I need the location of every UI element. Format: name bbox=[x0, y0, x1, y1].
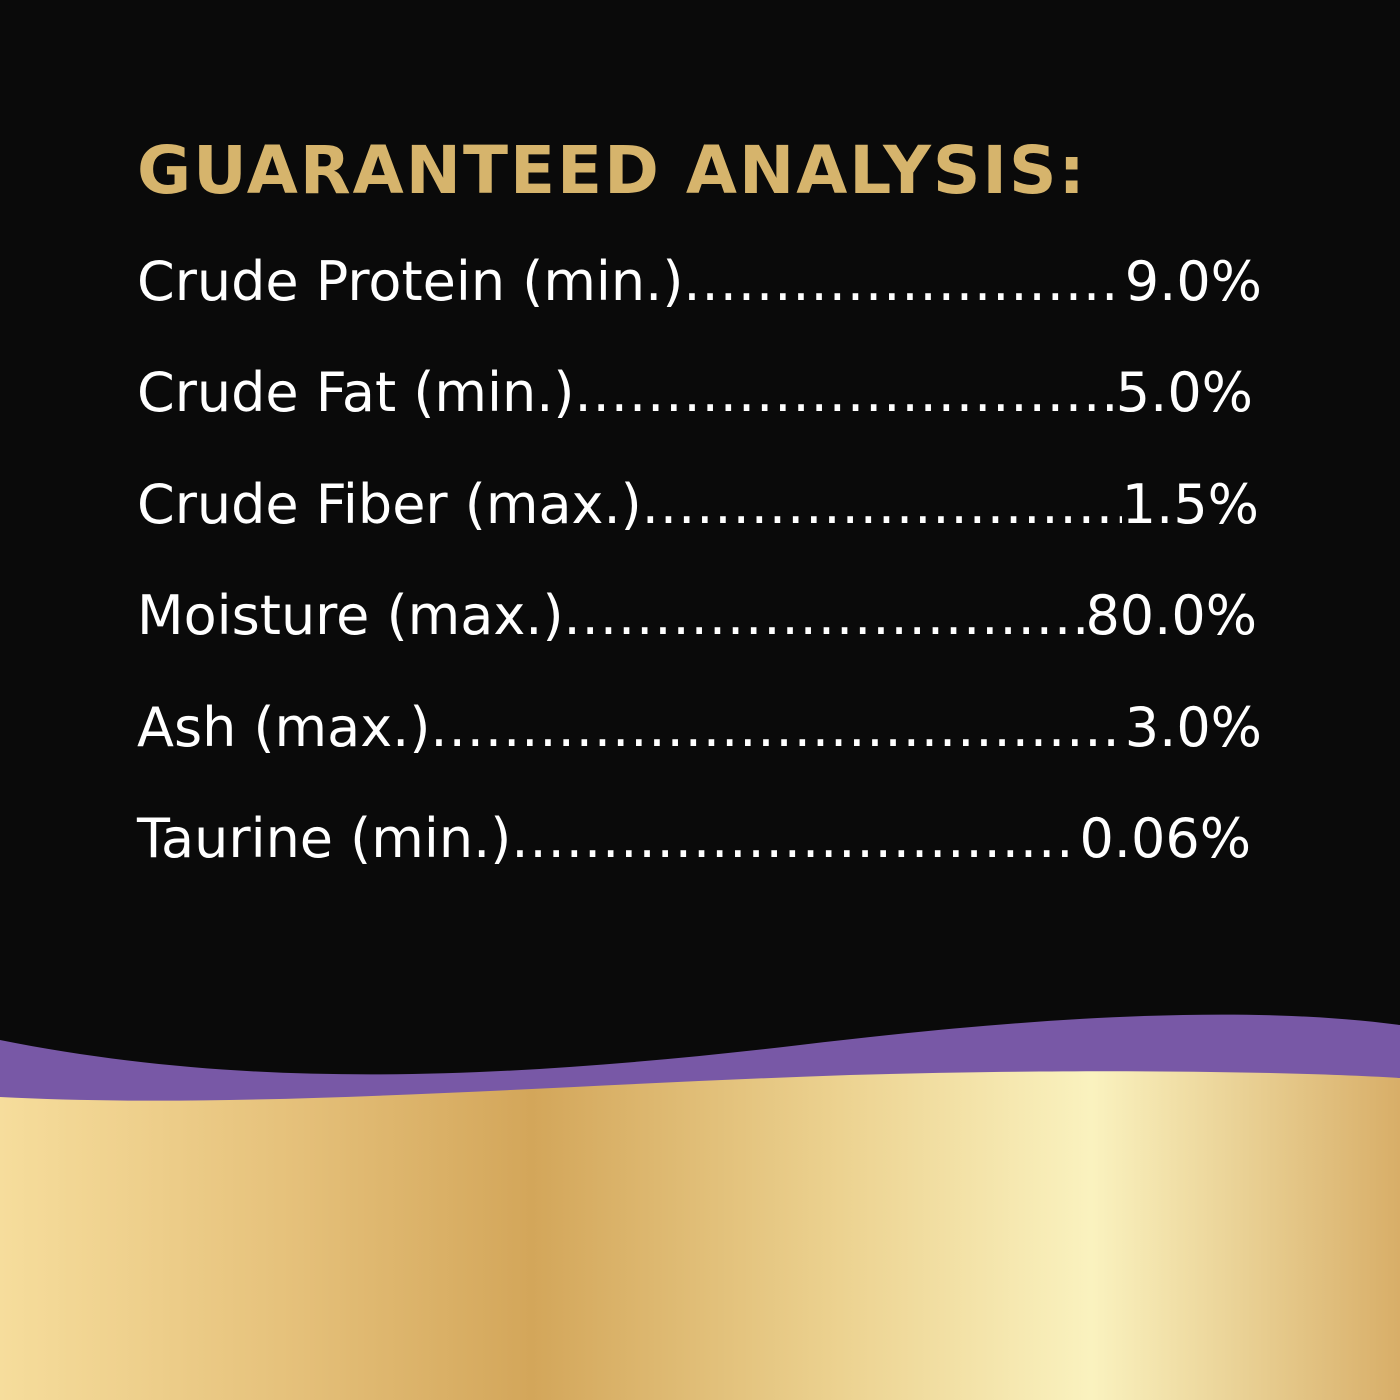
row-label: Crude Protein (min.) bbox=[137, 250, 684, 313]
row-label: Crude Fiber (max.) bbox=[137, 472, 642, 536]
row-label: Crude Fat (min.) bbox=[137, 361, 575, 425]
row-value: 3.0% bbox=[1124, 695, 1262, 759]
heading: GUARANTEED ANALYSIS: bbox=[137, 132, 1087, 209]
row-value: 9.0% bbox=[1124, 250, 1262, 313]
analysis-row: Crude Protein (min.) 9.0% bbox=[137, 250, 1262, 361]
row-label: Ash (max.) bbox=[137, 695, 431, 759]
row-value: 0.06% bbox=[1079, 806, 1251, 870]
row-value: 80.0% bbox=[1085, 584, 1257, 648]
analysis-row: Ash (max.) 3.0% bbox=[137, 696, 1262, 807]
analysis-row: Crude Fiber (max.) 1.5% bbox=[137, 473, 1259, 584]
row-value: 1.5% bbox=[1121, 472, 1259, 536]
gold-band bbox=[0, 1071, 1400, 1400]
analysis-row: Moisture (max.) 80.0% bbox=[137, 584, 1257, 695]
row-value: 5.0% bbox=[1115, 361, 1253, 425]
row-label: Taurine (min.) bbox=[137, 806, 512, 870]
analysis-row: Crude Fat (min.) 5.0% bbox=[137, 361, 1253, 472]
row-label: Moisture (max.) bbox=[137, 584, 564, 648]
analysis-row: Taurine (min.) 0.06% bbox=[137, 807, 1251, 918]
analysis-list: Crude Protein (min.) 9.0% Crude Fat (min.… bbox=[137, 250, 1262, 918]
